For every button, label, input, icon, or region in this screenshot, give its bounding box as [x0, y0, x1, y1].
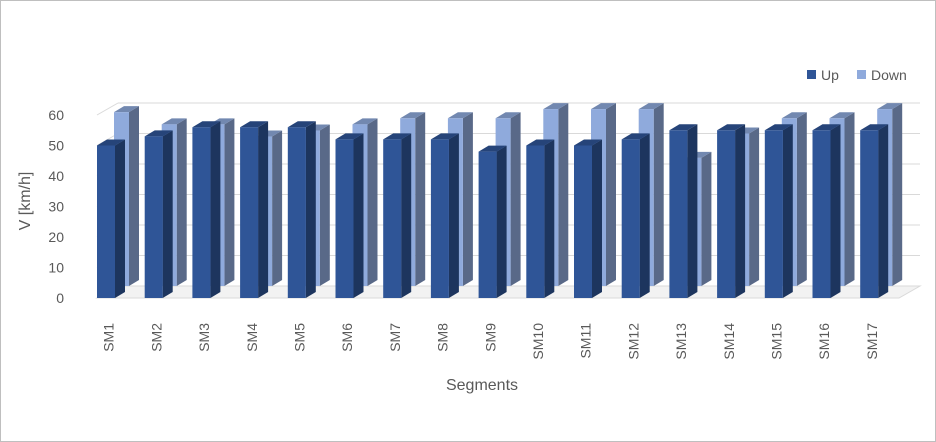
y-tick-label: 0: [56, 290, 64, 306]
bar-up-sm4: [240, 121, 269, 298]
legend: Up Down: [807, 67, 907, 83]
x-tick-label: SM7: [387, 323, 403, 352]
x-tick-label: SM4: [244, 323, 260, 352]
bar-up-sm2: [144, 130, 173, 298]
y-tick-labels: 0 10 20 30 40 50 60: [48, 107, 64, 306]
bar-up-sm10: [526, 139, 555, 298]
chart-floor: [95, 285, 922, 299]
legend-swatch-down: [857, 70, 866, 79]
x-tick-label: SM13: [673, 323, 689, 360]
y-tick-label: 50: [48, 138, 64, 154]
legend-label-up: Up: [821, 67, 839, 83]
x-tick-label: SM16: [816, 323, 832, 360]
bar-up-sm14: [717, 124, 746, 298]
x-tick-label: SM17: [864, 323, 880, 360]
x-tick-labels: SM1 SM2 SM3 SM4 SM5 SM6 SM7 SM8 SM9 SM10 SM11 SM12 S…: [101, 323, 880, 360]
x-tick-label: SM1: [101, 323, 117, 352]
bar-up-sm7: [383, 133, 412, 298]
x-tick-label: SM6: [339, 323, 355, 352]
x-tick-label: SM15: [769, 323, 785, 360]
y-axis-title: V [km/h]: [17, 172, 34, 231]
y-tick-label: 40: [48, 168, 64, 184]
y-tick-label: 10: [48, 260, 64, 276]
gridline-side: [96, 102, 119, 116]
bar-up-sm15: [764, 124, 793, 298]
bars: [97, 103, 903, 298]
x-tick-label: SM10: [530, 323, 546, 360]
x-tick-label: SM12: [625, 323, 641, 360]
axes: [95, 285, 922, 299]
bar-up-sm9: [478, 145, 507, 298]
bar-up-sm16: [812, 124, 841, 298]
bar-up-sm6: [335, 133, 364, 298]
bar-up-sm8: [430, 133, 459, 298]
y-tick-label: 60: [48, 107, 64, 123]
x-axis-title: Segments: [446, 377, 518, 394]
bar-up-sm3: [192, 121, 221, 298]
x-tick-label: SM5: [292, 323, 308, 352]
bar-up-sm17: [860, 124, 889, 298]
x-tick-label: SM2: [148, 323, 164, 352]
legend-swatch-up: [807, 70, 816, 79]
bar-up-sm5: [287, 121, 316, 298]
legend-label-down: Down: [871, 67, 907, 83]
bar-up-sm1: [97, 139, 125, 298]
bar-up-sm12: [621, 133, 650, 298]
x-tick-label: SM9: [482, 323, 498, 352]
bar-up-sm13: [669, 124, 698, 298]
x-tick-label: SM8: [435, 323, 451, 352]
x-tick-label: SM14: [721, 323, 737, 360]
x-tick-label: SM11: [578, 323, 594, 359]
y-tick-label: 20: [48, 229, 64, 245]
bar-up-sm11: [574, 139, 602, 298]
x-tick-label: SM3: [196, 323, 212, 352]
y-tick-label: 30: [48, 199, 64, 215]
